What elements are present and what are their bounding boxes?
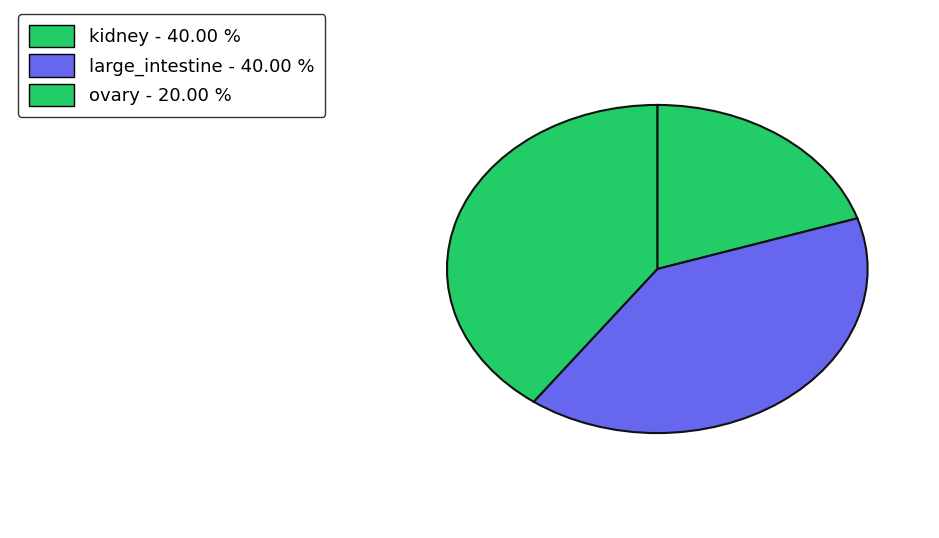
Legend: kidney - 40.00 %, large_intestine - 40.00 %, ovary - 20.00 %: kidney - 40.00 %, large_intestine - 40.0… [19, 15, 325, 117]
Wedge shape [533, 218, 868, 433]
Wedge shape [657, 105, 857, 269]
Wedge shape [447, 105, 657, 402]
